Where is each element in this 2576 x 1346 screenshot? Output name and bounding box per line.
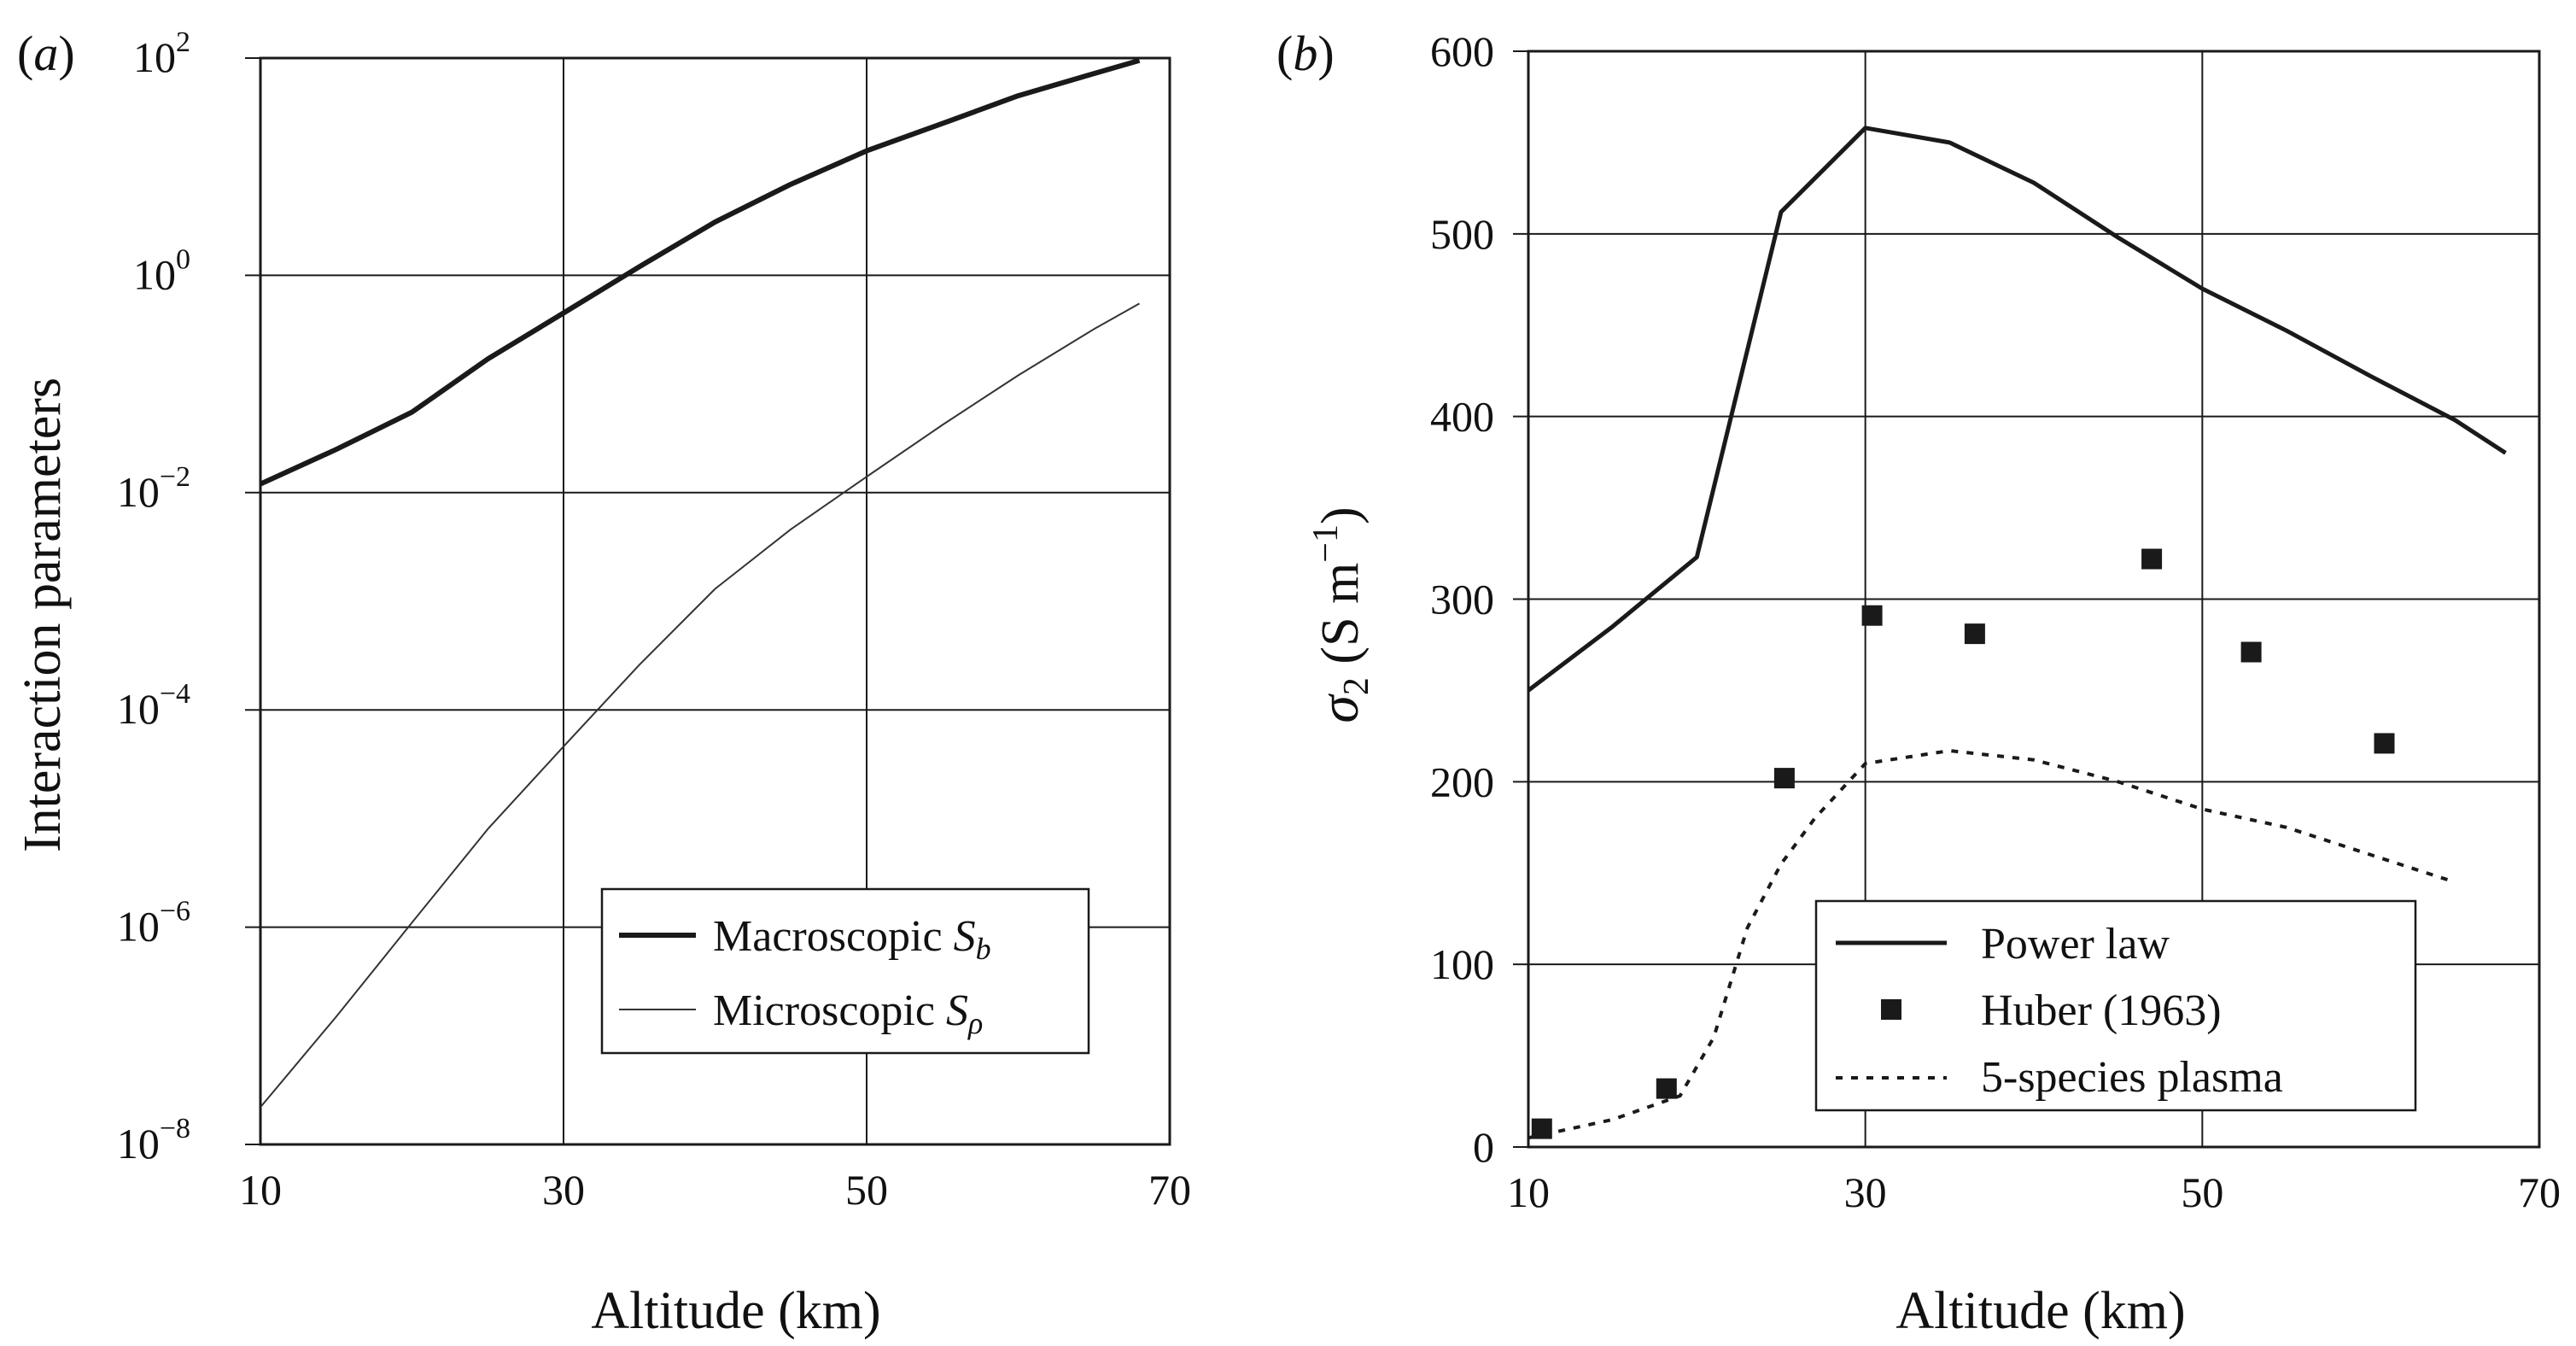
huber-point-0 — [1531, 1118, 1552, 1139]
panel-a-ytick-label-4: 10−6 — [117, 896, 190, 951]
huber-point-2 — [1773, 768, 1795, 789]
panel-b-series-layer — [1527, 126, 2507, 1140]
panel-b-y-tick-labels: 0 100 200 300 400 500 600 — [1430, 27, 1494, 1171]
panel-a-ytick-label-0: 102 — [133, 26, 190, 81]
legend-label-microscopic: Microscopic Sρ — [713, 986, 983, 1040]
panel-b-legend: Power law Huber (1963) 5-species plasma — [1814, 899, 2417, 1112]
panel-a-ytick-label-3: 10−4 — [117, 678, 190, 733]
panel-b-xtick-label-2: 50 — [2181, 1168, 2223, 1216]
panel-b-y-axis-title: σ2 (S m−1) — [1306, 506, 1376, 723]
panel-a-xtick-label-2: 50 — [845, 1166, 888, 1214]
panel-a-chart: 10 30 50 70 102 100 10−2 10−4 10−6 10−8 (a) Alti… — [14, 26, 1191, 1340]
huber-point-6 — [2240, 641, 2262, 663]
panel-a-x-axis-title: Altitude (km) — [591, 1282, 880, 1340]
panel-b-series-power-law — [1527, 126, 2507, 693]
legend-swatch-huber — [1881, 999, 1901, 1020]
huber-point-1 — [1656, 1078, 1677, 1099]
panel-a-plot-frame — [259, 56, 1171, 1146]
panel-b-ytick-label-3: 300 — [1430, 576, 1494, 623]
panel-b-ytick-label-4: 400 — [1430, 393, 1494, 441]
panel-a-y-tick-labels: 102 100 10−2 10−4 10−6 10−8 — [117, 26, 190, 1168]
huber-point-7 — [2374, 733, 2395, 754]
panel-b-x-axis-title: Altitude (km) — [1895, 1282, 2185, 1340]
panel-a-ytick-label-5: 10−8 — [117, 1113, 190, 1168]
panel-a-legend-box — [600, 887, 1090, 1055]
panel-b-chart: 10 30 50 70 0 100 200 300 400 500 600 (b) Altitud… — [1276, 26, 2561, 1340]
panel-a-label: (a) — [17, 26, 75, 81]
panel-b-ytick-label-6: 600 — [1430, 27, 1494, 75]
panel-a-xtick-label-3: 70 — [1148, 1166, 1191, 1214]
panel-a-x-tick-labels: 10 30 50 70 — [239, 1166, 1191, 1214]
panel-b-plot-frame — [1527, 50, 2541, 1149]
panel-a-series-layer — [259, 57, 1141, 1109]
panel-a-xtick-label-0: 10 — [239, 1166, 282, 1214]
panel-a-y-axis-title: Interaction parameters — [14, 377, 72, 852]
legend-label-power-law: Power law — [1981, 920, 2170, 969]
panel-b-xtick-label-3: 70 — [2518, 1168, 2561, 1216]
legend-label-huber: Huber (1963) — [1981, 986, 2222, 1035]
huber-point-3 — [1861, 605, 1883, 626]
panel-a-legend: Macroscopic Sb Microscopic Sρ — [600, 887, 1090, 1055]
panel-b-ytick-label-0: 0 — [1473, 1123, 1494, 1171]
huber-point-4 — [1964, 623, 1985, 645]
panel-b-label: (b) — [1276, 26, 1335, 81]
huber-point-5 — [2141, 548, 2163, 570]
panel-a-series-macroscopic — [259, 57, 1141, 487]
panel-b-legend-box — [1814, 899, 2417, 1112]
panel-b-series-5-species-plasma — [1527, 749, 2456, 1140]
panel-b-xtick-label-1: 30 — [1844, 1168, 1887, 1216]
panel-b-xtick-label-0: 10 — [1507, 1168, 1550, 1216]
panel-a-series-microscopic — [260, 302, 1140, 1109]
panel-a-ytick-label-2: 10−2 — [117, 461, 190, 516]
panel-b-ytick-label-1: 100 — [1430, 940, 1494, 988]
panel-b-ytick-label-2: 200 — [1430, 758, 1494, 805]
panel-a-xtick-label-1: 30 — [542, 1166, 585, 1214]
legend-label-5-species: 5-species plasma — [1981, 1053, 2283, 1102]
legend-label-macroscopic: Macroscopic Sb — [713, 912, 991, 966]
panel-b-x-tick-labels: 10 30 50 70 — [1507, 1168, 2561, 1216]
panel-b-ytick-label-5: 500 — [1430, 210, 1494, 258]
panel-a-ytick-label-1: 100 — [133, 243, 190, 298]
